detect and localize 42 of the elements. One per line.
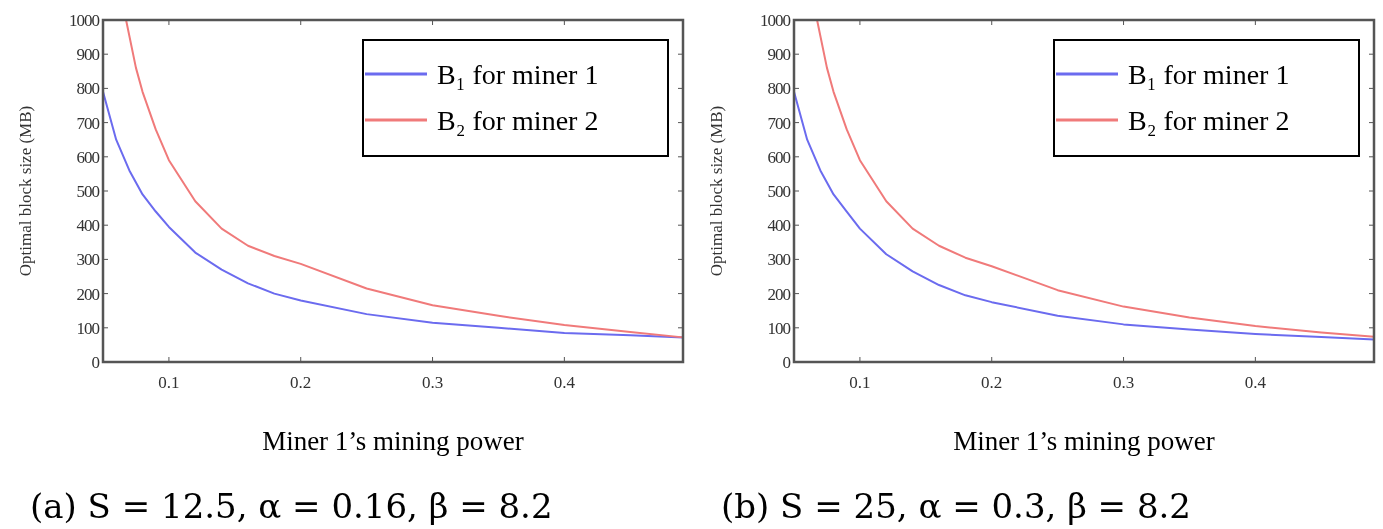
text: (a) S = 12.5, α = 0.16, β = 8.2 — [30, 486, 553, 526]
x-tick-label: 0.1 — [158, 373, 180, 392]
legend-label: B₁ for miner 1 — [437, 58, 599, 90]
y-axis-title: Optimal block size (MB) — [16, 105, 35, 277]
y-tick-label: 100 — [76, 318, 100, 338]
y-axis-title: Optimal block size (MB) — [707, 105, 726, 277]
y-tick-label: 900 — [76, 45, 100, 65]
x-axis-title: Miner 1’s mining power — [262, 426, 524, 456]
y-tick-label: 400 — [76, 216, 100, 236]
y-tick-label: 500 — [76, 181, 100, 201]
x-tick-label: 0.4 — [553, 373, 576, 392]
y-tick-label: 0 — [91, 352, 100, 372]
x-tick-label: 0.2 — [981, 373, 1003, 392]
x-tick-label: 0.3 — [421, 373, 444, 392]
y-tick-label: 300 — [767, 250, 791, 270]
legend-label: B₂ for miner 2 — [1128, 104, 1290, 136]
y-tick-label: 600 — [76, 147, 100, 167]
y-tick-label: 1000 — [760, 10, 791, 30]
y-tick-label: 600 — [767, 147, 791, 167]
y-tick-label: 800 — [76, 79, 100, 99]
y-tick-label: 0 — [782, 352, 791, 372]
x-tick-label: 0.1 — [849, 373, 871, 392]
y-tick-label: 400 — [767, 216, 791, 236]
line-series — [816, 19, 1375, 338]
y-tick-label: 100 — [767, 318, 791, 338]
text: (b) S = 25, α = 0.3, β = 8.2 — [721, 486, 1191, 526]
x-tick-label: 0.2 — [290, 373, 312, 392]
legend-label: B₁ for miner 1 — [1128, 58, 1290, 90]
y-tick-label: 200 — [76, 284, 100, 304]
line-series — [125, 19, 684, 339]
y-tick-label: 500 — [767, 181, 791, 201]
x-tick-label: 0.3 — [1112, 373, 1135, 392]
y-tick-label: 700 — [76, 113, 100, 133]
y-tick-label: 800 — [767, 79, 791, 99]
y-tick-label: 900 — [767, 45, 791, 65]
x-axis-title: Miner 1’s mining power — [953, 426, 1215, 456]
y-tick-label: 300 — [76, 250, 100, 270]
y-tick-label: 700 — [767, 113, 791, 133]
legend-label: B₂ for miner 2 — [437, 104, 599, 136]
y-tick-label: 200 — [767, 284, 791, 304]
x-tick-label: 0.4 — [1244, 373, 1267, 392]
y-tick-label: 1000 — [69, 10, 100, 30]
